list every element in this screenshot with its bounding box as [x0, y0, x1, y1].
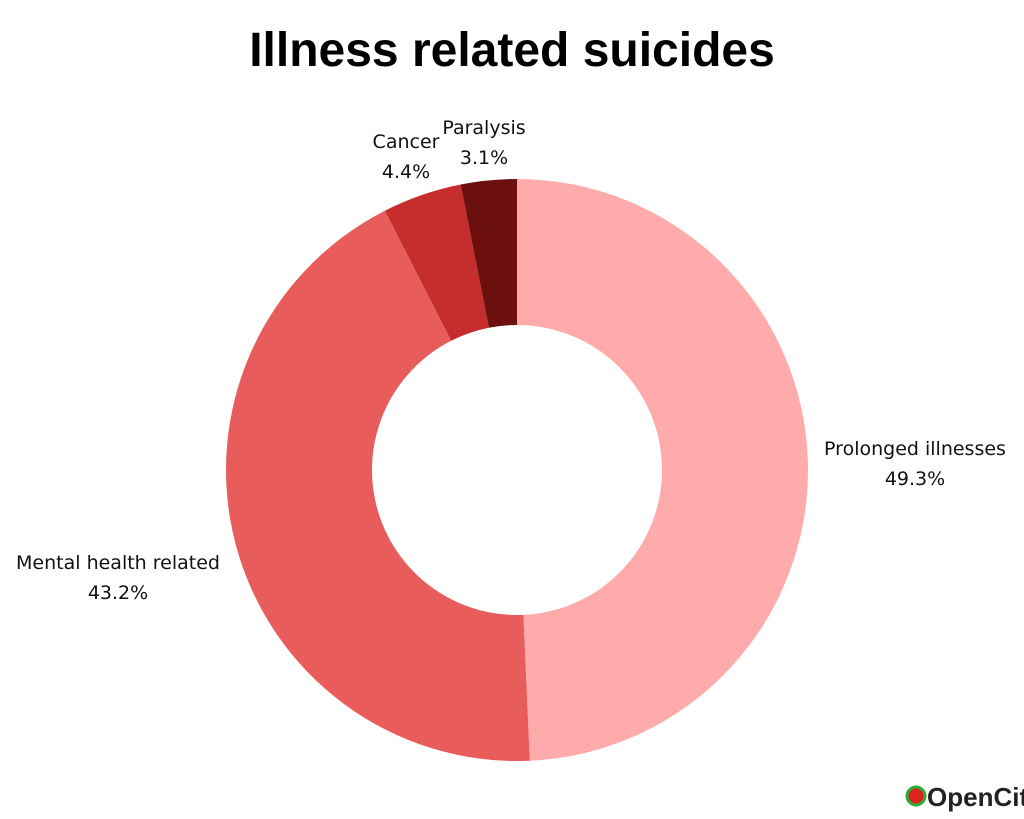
slice-value-label: 3.1% — [460, 147, 508, 169]
slice-value-label: 43.2% — [88, 582, 148, 604]
logo: OpenCity — [905, 782, 1024, 812]
slice-label: Mental health related — [16, 552, 220, 574]
logo-text: OpenCity — [927, 782, 1024, 812]
donut-slice — [384, 184, 489, 341]
chart-title: Illness related suicides — [249, 24, 775, 77]
slice-label: Paralysis — [442, 117, 525, 139]
logo-icon — [905, 785, 927, 807]
donut-slice — [517, 179, 808, 761]
slice-value-label: 49.3% — [885, 468, 945, 490]
slice-value-label: 4.4% — [382, 161, 430, 183]
slice-label: Cancer — [373, 131, 440, 153]
donut-slice — [226, 210, 530, 761]
donut-slice — [460, 179, 517, 328]
slice-label: Prolonged illnesses — [824, 438, 1006, 460]
